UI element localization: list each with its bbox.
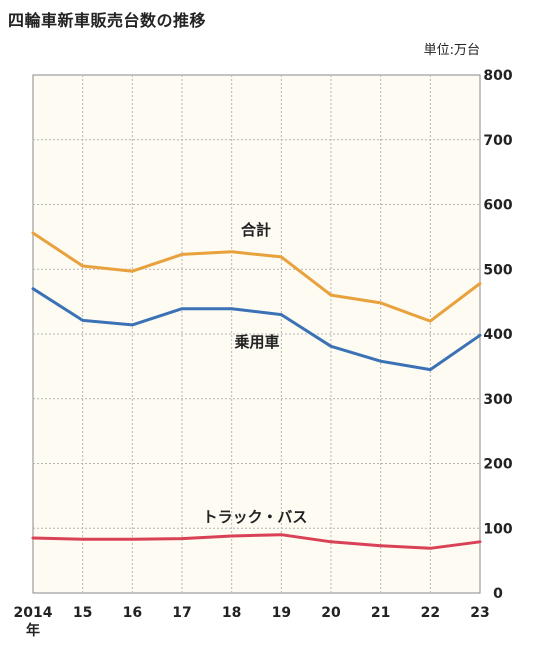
x-tick-label: 16 [123,605,142,621]
unit-label: 単位:万台 [424,42,480,58]
x-axis-year-suffix: 年 [26,622,40,639]
y-tick-label: 300 [483,392,512,408]
x-tick-label: 23 [470,605,489,621]
x-tick-label: 20 [321,605,341,621]
y-tick-label: 600 [483,198,512,214]
series-label-passenger: 乗用車 [234,333,279,351]
x-tick-label: 17 [172,605,191,621]
series-label-truck-bus: トラック・バス [203,508,308,526]
y-axis-ticks: 0 100 200 300 400 500 600 700 800 [483,68,512,602]
y-tick-label: 400 [483,327,512,343]
x-tick-label: 19 [272,605,291,621]
series-line-2 [31,533,482,550]
y-tick-label: 100 [483,521,512,537]
y-tick-label: 500 [483,262,512,278]
series-line-0 [31,231,482,323]
x-tick-label: 22 [421,605,440,621]
y-tick-label: 200 [483,457,512,473]
series-line-1 [31,287,482,372]
x-tick-label: 21 [371,605,390,621]
x-tick-label: 15 [73,605,92,621]
chart-title: 四輪車新車販売台数の推移 [8,11,207,30]
y-tick-label: 0 [493,586,503,602]
x-axis-ticks: 2014 15 16 17 18 19 20 21 22 23 [14,605,490,621]
y-tick-label: 700 [483,133,512,149]
series-label-total: 合計 [240,221,271,239]
grid-lines [33,75,480,593]
y-tick-label: 800 [483,68,512,84]
x-tick-label: 2014 [14,605,53,621]
series-lines [31,231,482,550]
x-tick-label: 18 [222,605,241,621]
